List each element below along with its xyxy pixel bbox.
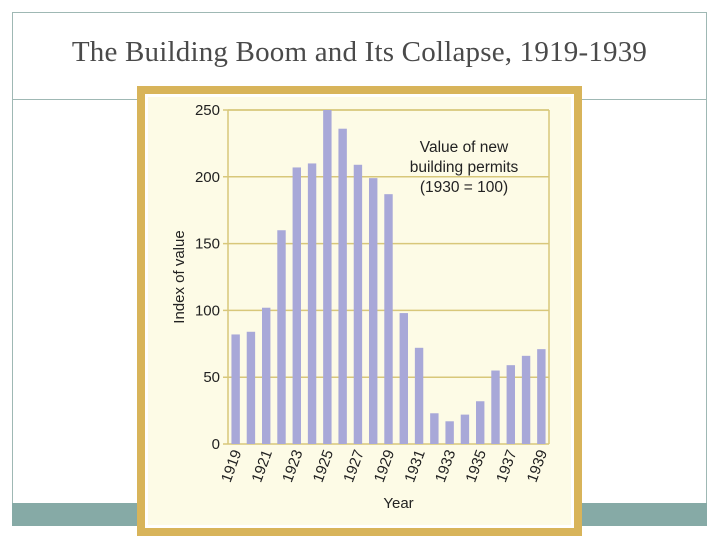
x-tick-label: 1939 — [524, 448, 551, 485]
chart-frame: 0 50 100 150 200 250 1919 1921 1923 1925 1927 1929 1… — [137, 86, 582, 536]
chart-annotation-line: Value of new — [420, 139, 509, 156]
bar-1934 — [460, 414, 470, 444]
slide-title: The Building Boom and Its Collapse, 1919… — [71, 36, 648, 68]
y-tick-label: 250 — [195, 102, 220, 119]
y-tick-label: 200 — [195, 169, 220, 186]
bar-1928 — [369, 178, 378, 445]
bar-1923 — [292, 167, 301, 444]
bar-1922 — [277, 230, 286, 444]
x-tick-label: 1925 — [310, 448, 337, 485]
y-tick-label: 50 — [203, 369, 220, 386]
bar-1929 — [384, 194, 393, 444]
bar-1926 — [338, 128, 347, 445]
bar-1931 — [414, 347, 424, 444]
x-tick-label: 1937 — [493, 448, 520, 485]
x-tick-label: 1935 — [463, 448, 490, 485]
bar-1938 — [521, 355, 531, 444]
bar-1919 — [231, 334, 240, 444]
bar-1924 — [307, 163, 317, 444]
bar-1925 — [323, 110, 332, 444]
chart-annotation-line: (1930 = 100) — [420, 179, 508, 196]
y-axis-label: Index of value — [171, 230, 188, 323]
x-tick-label: 1929 — [371, 448, 398, 485]
x-tick-label: 1933 — [432, 448, 459, 485]
bar-1935 — [476, 401, 485, 444]
x-tick-label: 1927 — [340, 448, 367, 485]
bar-1920 — [246, 331, 256, 444]
x-tick-label: 1931 — [401, 448, 428, 485]
y-tick-label: 150 — [195, 236, 220, 253]
x-tick-label: 1919 — [218, 448, 245, 485]
chart-annotation-line: building permits — [410, 159, 519, 176]
y-tick-label: 0 — [212, 436, 220, 453]
bar-1930 — [399, 313, 408, 444]
bar-1932 — [430, 413, 439, 444]
bar-1933 — [445, 421, 454, 444]
bar-1927 — [353, 164, 363, 444]
y-tick-label: 100 — [195, 302, 220, 319]
bar-1939 — [537, 349, 546, 444]
chart-background: 0 50 100 150 200 250 1919 1921 1923 1925 1927 1929 1… — [148, 97, 571, 525]
bar-1937 — [506, 365, 515, 444]
bar-1936 — [491, 370, 500, 444]
x-axis-label: Year — [383, 495, 413, 512]
x-tick-label: 1923 — [279, 448, 306, 485]
bar-1921 — [262, 307, 271, 444]
x-tick-label: 1921 — [249, 448, 276, 485]
